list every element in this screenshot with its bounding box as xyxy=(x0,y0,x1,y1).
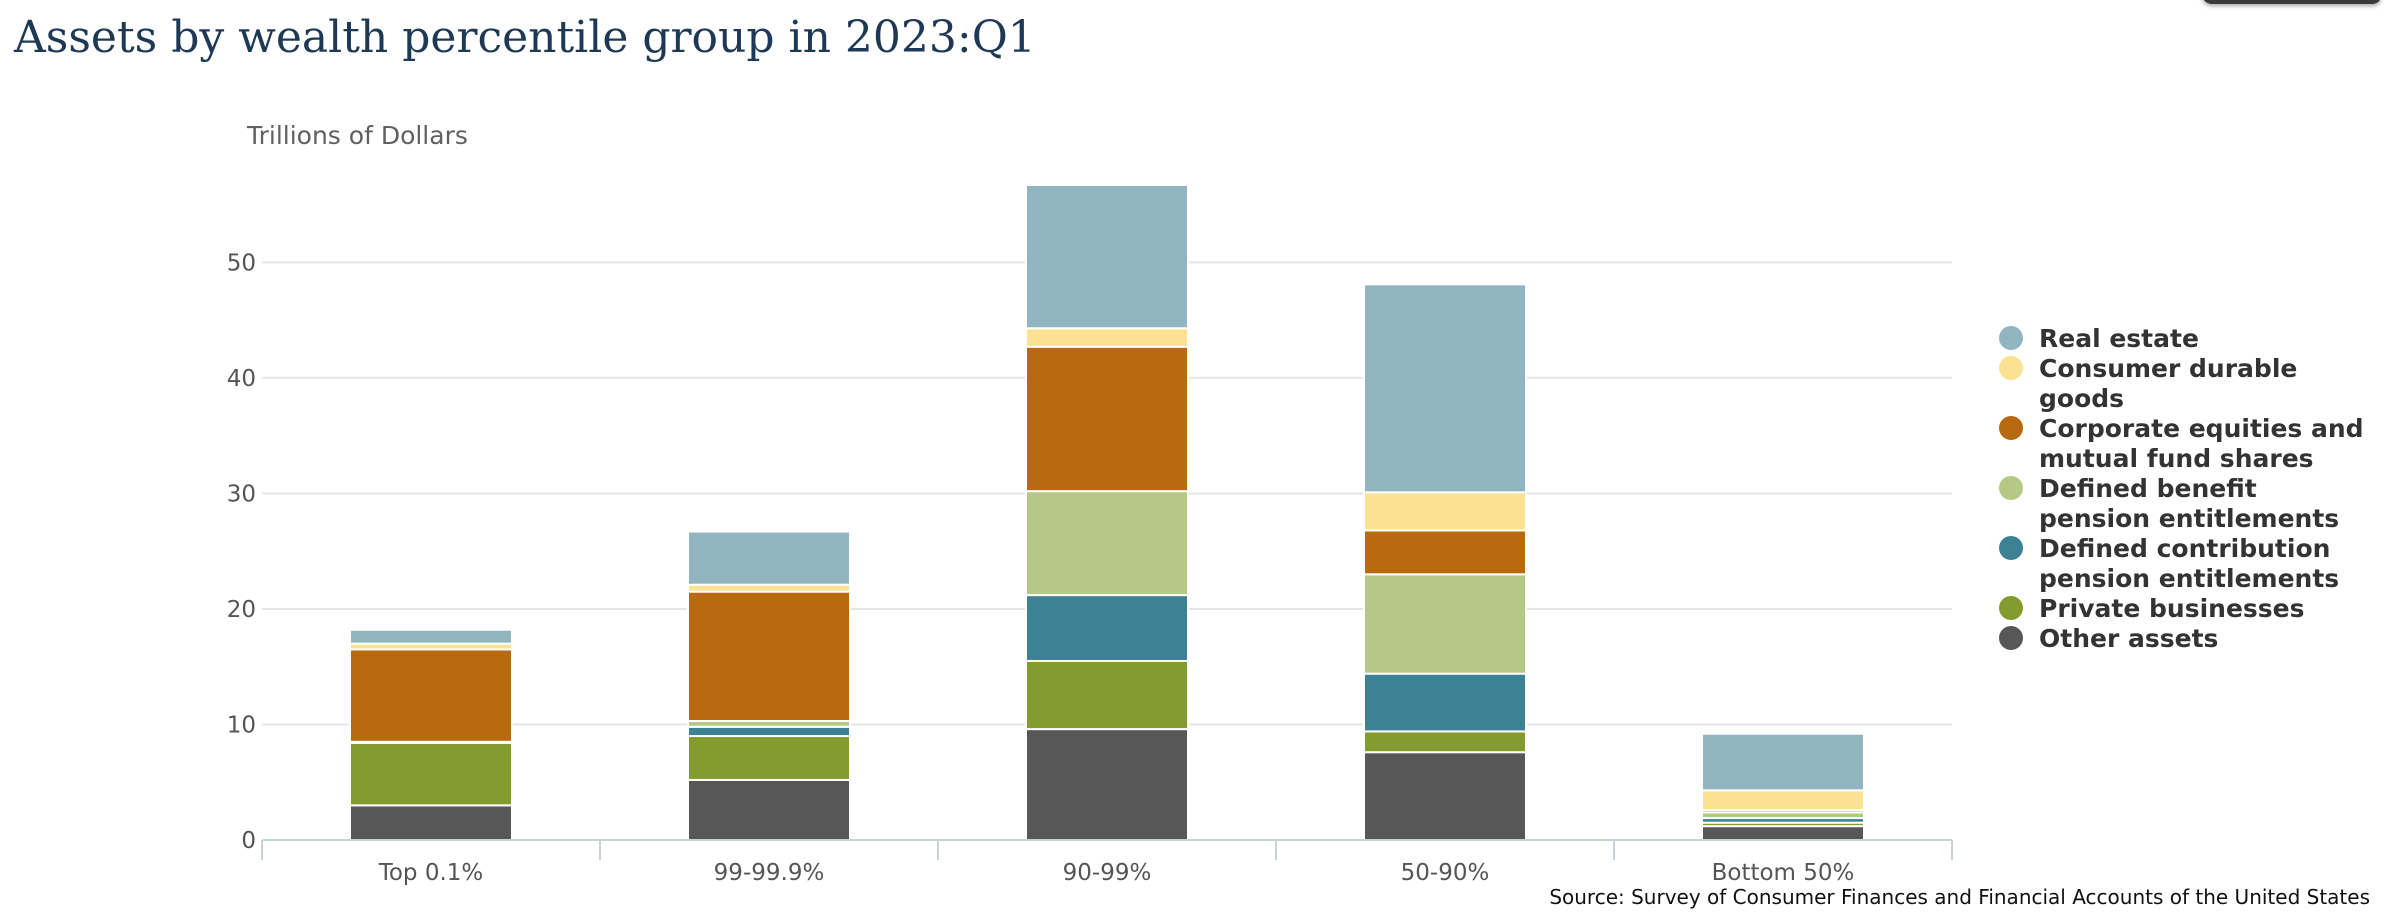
legend-label: Private businesses xyxy=(2039,594,2305,623)
bar-stack-99-99-9 xyxy=(687,530,851,841)
y-tick-label-30: 30 xyxy=(227,481,256,507)
y-tick-label-40: 40 xyxy=(227,366,256,392)
legend-marker xyxy=(1999,596,2023,620)
y-tick-label-10: 10 xyxy=(227,712,256,738)
bar-stack-bottom-50 xyxy=(1701,732,1865,842)
bar-50-90-defined-contribution-pension-entitlements[interactable] xyxy=(1363,672,1527,733)
bar-90-99-other-assets[interactable] xyxy=(1025,728,1189,842)
legend-marker xyxy=(1999,536,2023,560)
legend-item-other-assets[interactable]: Other assets xyxy=(1999,624,2218,653)
y-tick-label-0: 0 xyxy=(241,828,256,854)
legend-item-defined-contribution-pension-entitlements[interactable]: Defined contribution pension entitlements xyxy=(1999,534,2339,593)
bar-stacks xyxy=(349,184,1865,842)
legend-marker xyxy=(1999,326,2023,350)
bar-90-99-corporate-equities-and-mutual-fund-shares[interactable] xyxy=(1025,345,1189,493)
menu-button[interactable] xyxy=(2202,0,2382,4)
legend-marker xyxy=(1999,476,2023,500)
y-axis-ticks: 0 10 20 30 40 50 xyxy=(227,250,256,854)
bar-50-90-corporate-equities-and-mutual-fund-shares[interactable] xyxy=(1363,529,1527,576)
bar-stack-top-0-1 xyxy=(349,628,513,842)
bar-90-99-defined-benefit-pension-entitlements[interactable] xyxy=(1025,490,1189,597)
bar-bottom-50-real-estate[interactable] xyxy=(1701,732,1865,792)
y-tick-label-50: 50 xyxy=(227,250,256,276)
legend-item-corporate-equities-and-mutual-fund-shares[interactable]: Corporate equities and mutual fund shares xyxy=(1999,414,2364,473)
legend-marker xyxy=(1999,416,2023,440)
x-tick-label-top-0-1: Top 0.1% xyxy=(378,860,484,886)
legend-label: Corporate equities and mutual fund shares xyxy=(2039,414,2364,473)
x-tick-label-50-90: 50-90% xyxy=(1401,860,1490,886)
legend-label: Real estate xyxy=(2039,324,2199,353)
legend-marker xyxy=(1999,356,2023,380)
bar-50-90-other-assets[interactable] xyxy=(1363,751,1527,842)
bar-90-99-consumer-durable-goods[interactable] xyxy=(1025,327,1189,348)
x-tick-label-90-99: 90-99% xyxy=(1063,860,1152,886)
bar-stack-90-99 xyxy=(1025,184,1189,842)
x-tick-label-99-99-9: 99-99.9% xyxy=(714,860,825,886)
legend-item-consumer-durable-goods[interactable]: Consumer durable goods xyxy=(1999,354,2297,413)
bar-99-99-9-defined-contribution-pension-entitlements[interactable] xyxy=(687,725,851,738)
source-note: Source: Survey of Consumer Finances and … xyxy=(1549,885,2370,909)
legend-label: Other assets xyxy=(2039,624,2218,653)
x-axis xyxy=(261,839,1953,860)
legend-marker xyxy=(1999,626,2023,650)
legend-item-defined-benefit-pension-entitlements[interactable]: Defined benefit pension entitlements xyxy=(1999,474,2339,533)
legend-item-real-estate[interactable]: Real estate xyxy=(1999,324,2199,353)
bar-50-90-private-businesses[interactable] xyxy=(1363,730,1527,754)
bar-99-99-9-consumer-durable-goods[interactable] xyxy=(687,583,851,593)
bar-stack-50-90 xyxy=(1363,283,1527,842)
y-axis-unit-label: Trillions of Dollars xyxy=(246,121,468,150)
bar-bottom-50-consumer-durable-goods[interactable] xyxy=(1701,789,1865,811)
bar-99-99-9-private-businesses[interactable] xyxy=(687,735,851,781)
bar-50-90-defined-benefit-pension-entitlements[interactable] xyxy=(1363,573,1527,675)
bar-top-0-1-real-estate[interactable] xyxy=(349,628,513,645)
legend-label: Defined contribution pension entitlements xyxy=(2039,534,2339,593)
legend-label: Defined benefit pension entitlements xyxy=(2039,474,2339,533)
chart-title: Assets by wealth percentile group in 202… xyxy=(14,12,1036,63)
x-tick-label-bottom-50: Bottom 50% xyxy=(1712,860,1855,886)
bar-top-0-1-private-businesses[interactable] xyxy=(349,741,513,807)
bar-90-99-defined-contribution-pension-entitlements[interactable] xyxy=(1025,594,1189,662)
y-tick-label-20: 20 xyxy=(227,597,256,623)
legend-label: Consumer durable goods xyxy=(2039,354,2297,413)
bar-90-99-private-businesses[interactable] xyxy=(1025,659,1189,731)
bar-top-0-1-corporate-equities-and-mutual-fund-shares[interactable] xyxy=(349,648,513,743)
bar-50-90-consumer-durable-goods[interactable] xyxy=(1363,491,1527,532)
bar-top-0-1-other-assets[interactable] xyxy=(349,804,513,842)
bar-99-99-9-other-assets[interactable] xyxy=(687,778,851,841)
bar-99-99-9-corporate-equities-and-mutual-fund-shares[interactable] xyxy=(687,590,851,723)
bar-bottom-50-other-assets[interactable] xyxy=(1701,825,1865,842)
bar-99-99-9-real-estate[interactable] xyxy=(687,530,851,586)
legend-item-private-businesses[interactable]: Private businesses xyxy=(1999,594,2305,623)
x-axis-ticks: Top 0.1% 99-99.9% 90-99% 50-90% Bottom 50% xyxy=(378,860,1855,886)
bar-90-99-real-estate[interactable] xyxy=(1025,184,1189,330)
bar-50-90-real-estate[interactable] xyxy=(1363,283,1527,494)
